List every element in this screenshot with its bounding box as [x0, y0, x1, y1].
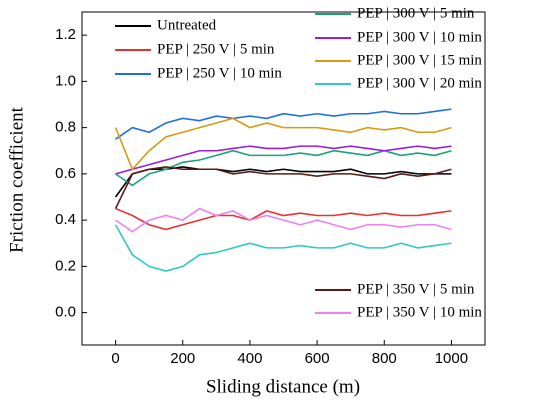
x-tick-label: 400 — [237, 350, 262, 367]
legend-label: PEP | 300 V | 20 min — [357, 75, 482, 91]
y-tick-label: 1.2 — [55, 26, 76, 43]
x-tick-label: 1000 — [435, 350, 468, 367]
series-line — [114, 166, 452, 198]
series-line — [115, 207, 452, 233]
y-tick-label: 0.6 — [55, 165, 76, 182]
series-line — [115, 149, 452, 187]
legend-label: Untreated — [157, 17, 217, 33]
x-tick-label: 600 — [305, 350, 330, 367]
y-tick-label: 1.0 — [55, 72, 76, 89]
series-line — [115, 108, 452, 140]
series-line — [115, 207, 452, 231]
y-tick-label: 0.8 — [55, 119, 76, 136]
legend-label: PEP | 300 V | 10 min — [357, 29, 482, 45]
legend-label: PEP | 250 V | 5 min — [157, 41, 275, 57]
series-line — [114, 117, 452, 171]
legend-label: PEP | 350 V | 5 min — [357, 281, 475, 297]
x-tick-label: 0 — [111, 350, 119, 367]
legend-label: PEP | 300 V | 5 min — [357, 5, 475, 21]
legend-label: PEP | 300 V | 15 min — [357, 52, 482, 68]
y-tick-label: 0.0 — [55, 304, 76, 321]
series-line — [114, 166, 452, 209]
legend-label: PEP | 250 V | 10 min — [157, 65, 282, 81]
x-axis-label: Sliding distance (m) — [206, 376, 360, 397]
y-tick-label: 0.4 — [55, 211, 76, 228]
plot-frame — [81, 11, 486, 346]
y-tick-label: 0.2 — [55, 257, 76, 274]
y-axis-label: Friction coefficient — [6, 106, 27, 253]
legend-label: PEP | 350 V | 10 min — [357, 304, 482, 320]
series-line — [114, 224, 452, 272]
x-tick-label: 800 — [372, 350, 397, 367]
series-line — [115, 145, 452, 175]
x-tick-label: 200 — [170, 350, 195, 367]
